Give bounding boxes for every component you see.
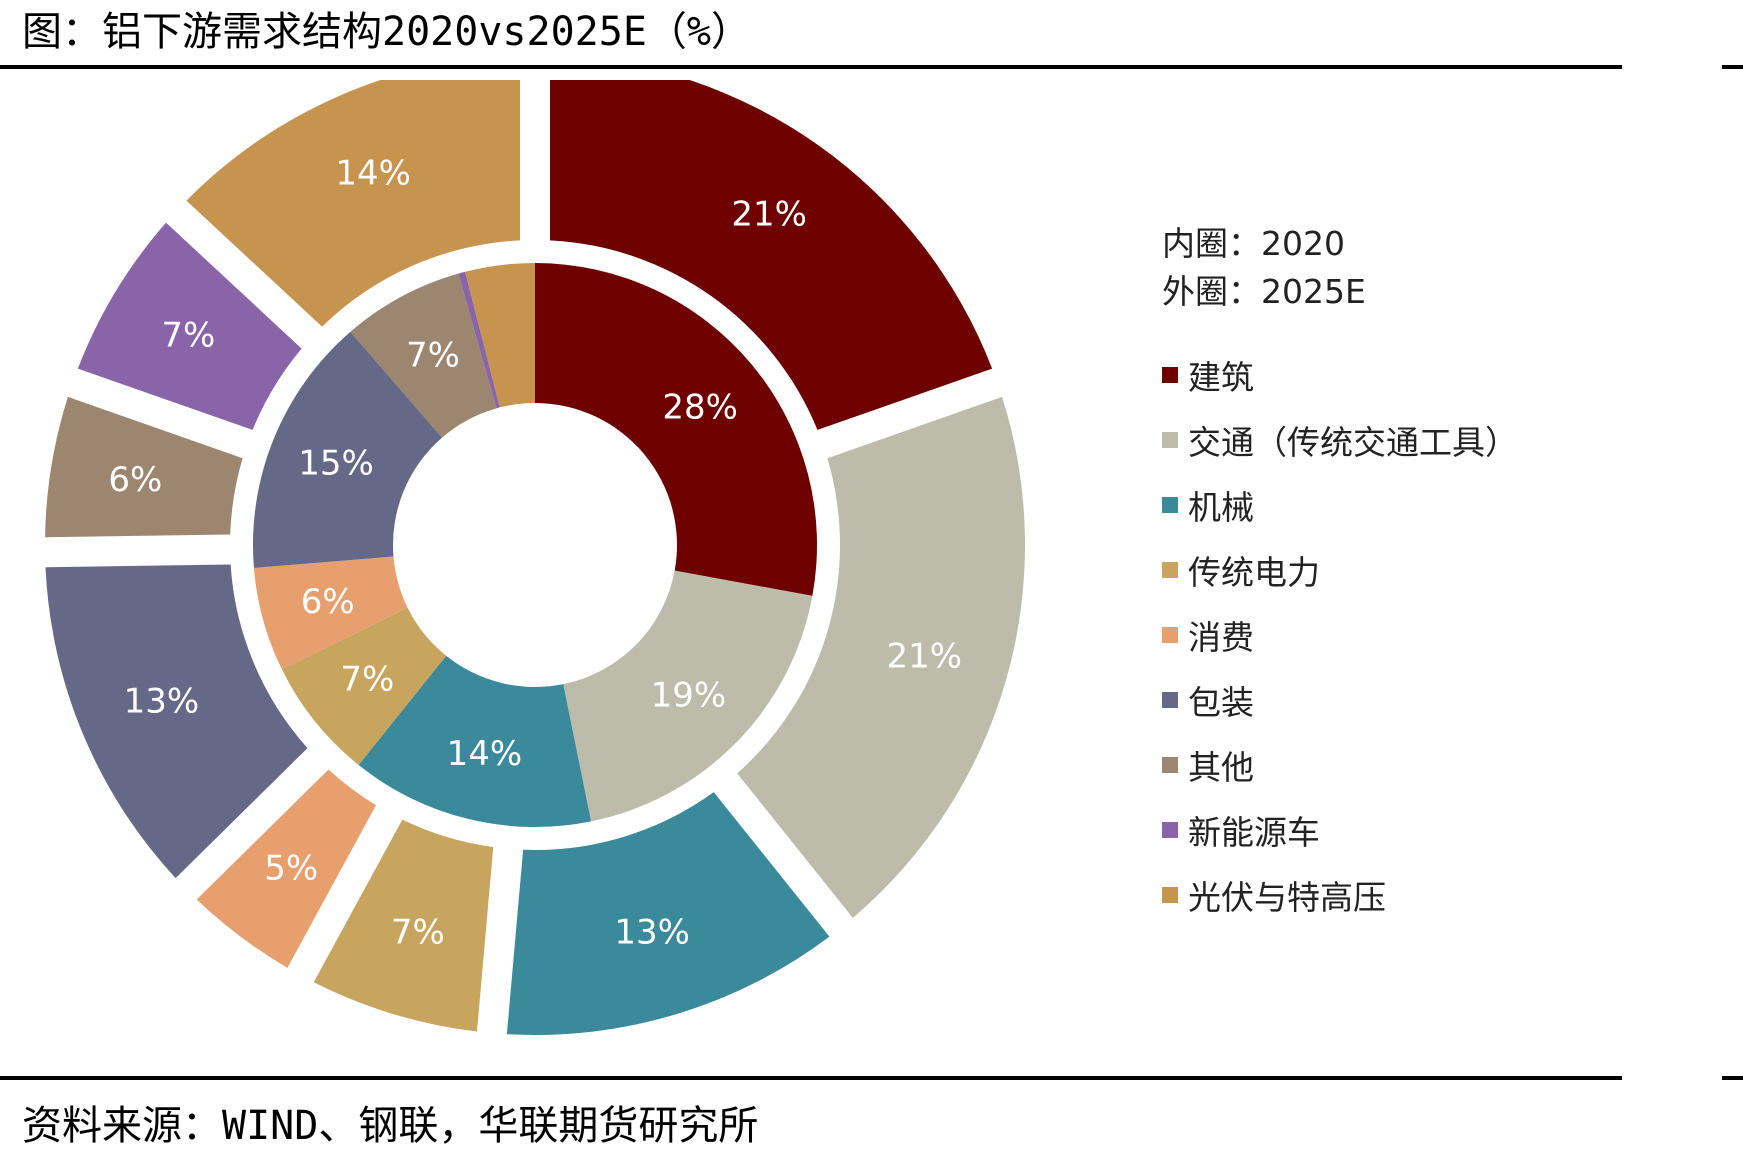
legend-list: 建筑交通（传统交通工具） 机械传统电力消费包装其他新能源车光伏与特高压 xyxy=(1162,342,1518,927)
legend-label: 消费 xyxy=(1188,617,1254,657)
outer-slice-label: 21% xyxy=(887,637,963,677)
legend-item: 传统电力 xyxy=(1162,537,1518,602)
legend-swatch xyxy=(1162,431,1178,448)
inner-slice-label: 6% xyxy=(301,582,355,622)
outer-ring-2025e xyxy=(45,80,1026,1035)
inner-slice xyxy=(458,271,500,409)
outer-slice-label: 6% xyxy=(108,460,162,500)
donut-chart: 28% 19% 14% 7% 6% 15% 7% 21% 21% 13% 7% 5% 13% 6% 7% 14… xyxy=(45,80,1026,1035)
outer-slice xyxy=(45,564,308,879)
inner-slice-label: 7% xyxy=(406,336,460,376)
inner-slice-label: 15% xyxy=(298,444,374,484)
legend-item: 建筑 xyxy=(1162,342,1518,407)
outer-slice xyxy=(45,396,243,538)
legend-item: 其他 xyxy=(1162,732,1518,797)
inner-slice-label: 28% xyxy=(662,387,738,427)
top-rule xyxy=(0,65,1622,69)
legend-item: 光伏与特高压 xyxy=(1162,862,1518,927)
inner-slice xyxy=(535,263,818,596)
outer-slice-label: 14% xyxy=(335,154,411,194)
outer-slice xyxy=(77,222,302,430)
outer-slice-label: 5% xyxy=(264,848,318,888)
outer-slice xyxy=(737,396,1026,918)
legend-outer-note: 外圈：2025E xyxy=(1162,272,1366,311)
outer-slice xyxy=(186,80,520,327)
outer-slice-label: 7% xyxy=(161,316,215,356)
inner-slice-label: 19% xyxy=(651,676,727,716)
legend-label: 交通（传统交通工具） xyxy=(1188,422,1518,462)
legend-label: 光伏与特高压 xyxy=(1188,877,1386,917)
bottom-rule xyxy=(0,1076,1622,1080)
legend-item: 交通（传统交通工具） xyxy=(1162,407,1518,472)
outer-slice-label: 7% xyxy=(391,913,445,953)
inner-slice xyxy=(358,655,592,827)
legend-label: 包装 xyxy=(1188,682,1254,722)
inner-ring-2020 xyxy=(252,263,818,827)
legend-swatch xyxy=(1162,821,1178,838)
legend-swatch xyxy=(1162,366,1178,383)
inner-slice-label: 7% xyxy=(340,660,394,700)
legend-swatch xyxy=(1162,626,1178,643)
inner-slice xyxy=(563,570,813,822)
legend-label: 传统电力 xyxy=(1188,552,1320,592)
chart-title: 图：铝下游需求结构2020vs2025E（%） xyxy=(22,9,751,55)
legend-label: 其他 xyxy=(1188,747,1254,787)
legend-swatch xyxy=(1162,691,1178,708)
legend-item: 消费 xyxy=(1162,602,1518,667)
legend-label: 建筑 xyxy=(1188,357,1254,397)
bottom-rule-stub xyxy=(1722,1076,1743,1080)
slice-labels: 28% 19% 14% 7% 6% 15% 7% 21% 21% 13% 7% 5% 13% 6% 7% 14… xyxy=(108,154,962,953)
outer-slice-label: 13% xyxy=(614,913,690,953)
legend-item: 机械 xyxy=(1162,472,1518,537)
legend-item: 包装 xyxy=(1162,667,1518,732)
legend-swatch xyxy=(1162,561,1178,578)
inner-slice xyxy=(253,556,408,670)
legend-swatch xyxy=(1162,886,1178,903)
inner-slice-label: 14% xyxy=(447,734,523,774)
outer-slice xyxy=(313,819,494,1032)
outer-slice-label: 13% xyxy=(124,681,200,721)
legend-label: 机械 xyxy=(1188,487,1254,527)
inner-slice xyxy=(281,607,447,765)
legend: 内圈：2020 外圈：2025E 建筑交通（传统交通工具） 机械传统电力消费包装其… xyxy=(1162,220,1518,927)
legend-item: 新能源车 xyxy=(1162,797,1518,862)
inner-slice xyxy=(465,263,535,408)
source-note: 资料来源：WIND、钢联，华联期货研究所 xyxy=(22,1103,759,1149)
legend-swatch xyxy=(1162,756,1178,773)
outer-slice xyxy=(196,769,377,968)
outer-slice xyxy=(506,792,830,1035)
inner-slice xyxy=(350,273,497,438)
legend-label: 新能源车 xyxy=(1188,812,1320,852)
outer-slice-label: 21% xyxy=(731,195,807,235)
top-rule-stub xyxy=(1722,65,1743,69)
legend-inner-note: 内圈：2020 xyxy=(1162,224,1345,263)
inner-slice xyxy=(252,331,443,568)
outer-slice xyxy=(550,80,993,430)
legend-swatch xyxy=(1162,496,1178,513)
